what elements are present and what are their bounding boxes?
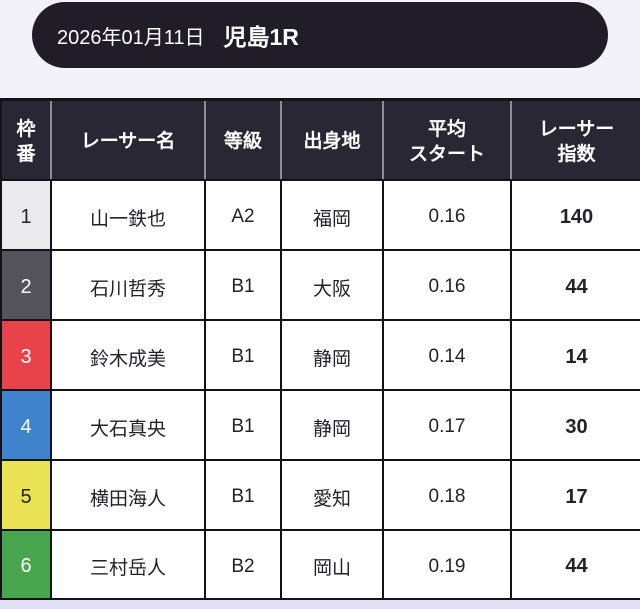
racer-row-5: 5 横田海人 B1 愛知 0.18 17 <box>0 458 640 531</box>
column-header-waku-line1: 枠 <box>16 118 36 140</box>
racer-row-3: 3 鈴木成美 B1 静岡 0.14 14 <box>0 318 640 391</box>
racer-name-5: 横田海人 <box>50 458 206 531</box>
racer-avg-start-5: 0.18 <box>382 458 512 531</box>
waku-number-5: 5 <box>0 458 52 531</box>
racer-origin-1: 福岡 <box>280 178 384 251</box>
race-date: 2026年01月11日 <box>57 26 205 49</box>
racer-avg-start-1: 0.16 <box>382 178 512 251</box>
racer-grade-2: B1 <box>204 248 282 321</box>
racer-avg-start-4: 0.17 <box>382 388 512 461</box>
column-header-waku-line2: 番 <box>16 143 36 165</box>
waku-number-2: 2 <box>0 248 52 321</box>
racer-name-1: 山一鉄也 <box>50 178 206 251</box>
racer-row-1: 1 山一鉄也 A2 福岡 0.16 140 <box>0 178 640 251</box>
racer-table: 枠 番 レーサー名 等級 出身地 平均 スタート レーサー 指数 1 山一鉄也 <box>0 98 640 601</box>
racer-index-1: 140 <box>510 178 640 251</box>
racer-row-4: 4 大石真央 B1 静岡 0.17 30 <box>0 388 640 461</box>
racer-grade-5: B1 <box>204 458 282 531</box>
racer-row-2: 2 石川哲秀 B1 大阪 0.16 44 <box>0 248 640 321</box>
racer-name-3: 鈴木成美 <box>50 318 206 391</box>
racer-name-2: 石川哲秀 <box>50 248 206 321</box>
bottom-strip <box>0 600 640 609</box>
racer-grade-6: B2 <box>204 528 282 601</box>
racer-index-4: 30 <box>510 388 640 461</box>
column-header-avg-start: 平均 スタート <box>382 98 511 181</box>
header-row: 枠 番 レーサー名 等級 出身地 平均 スタート レーサー 指数 <box>0 98 640 181</box>
racer-origin-2: 大阪 <box>280 248 384 321</box>
racer-avg-start-6: 0.19 <box>382 528 512 601</box>
racer-avg-start-3: 0.14 <box>382 318 512 391</box>
racer-origin-4: 静岡 <box>280 388 384 461</box>
racer-table-header: 枠 番 レーサー名 等級 出身地 平均 スタート レーサー 指数 <box>0 98 640 181</box>
racer-origin-5: 愛知 <box>280 458 384 531</box>
waku-number-6: 6 <box>0 528 52 601</box>
racer-origin-6: 岡山 <box>280 528 384 601</box>
racer-name-6: 三村岳人 <box>50 528 206 601</box>
racer-index-3: 14 <box>510 318 640 391</box>
racer-origin-3: 静岡 <box>280 318 384 391</box>
racer-name-4: 大石真央 <box>50 388 206 461</box>
waku-number-1: 1 <box>0 178 52 251</box>
column-header-grade: 等級 <box>204 98 281 181</box>
racer-row-6: 6 三村岳人 B2 岡山 0.19 44 <box>0 528 640 601</box>
column-header-origin: 出身地 <box>280 98 383 181</box>
racer-grade-3: B1 <box>204 318 282 391</box>
column-header-index: レーサー 指数 <box>510 98 640 181</box>
column-header-waku: 枠 番 <box>0 98 51 181</box>
racer-index-5: 17 <box>510 458 640 531</box>
race-name: 児島1R <box>223 24 299 50</box>
racer-index-2: 44 <box>510 248 640 321</box>
racer-grade-1: A2 <box>204 178 282 251</box>
waku-number-4: 4 <box>0 388 52 461</box>
column-header-avg-start-line2: スタート <box>408 143 485 165</box>
column-header-index-line2: 指数 <box>557 143 596 165</box>
waku-number-3: 3 <box>0 318 52 391</box>
racer-grade-4: B1 <box>204 388 282 461</box>
race-title-bar: 2026年01月11日 児島1R <box>32 2 608 68</box>
column-header-avg-start-line1: 平均 <box>427 118 466 140</box>
racer-index-6: 44 <box>510 528 640 601</box>
column-header-name: レーサー名 <box>50 98 205 181</box>
column-header-index-line1: レーサー <box>538 118 615 140</box>
racer-table-body: 1 山一鉄也 A2 福岡 0.16 140 2 石川哲秀 B1 大阪 0.16 … <box>0 178 640 601</box>
racer-avg-start-2: 0.16 <box>382 248 512 321</box>
